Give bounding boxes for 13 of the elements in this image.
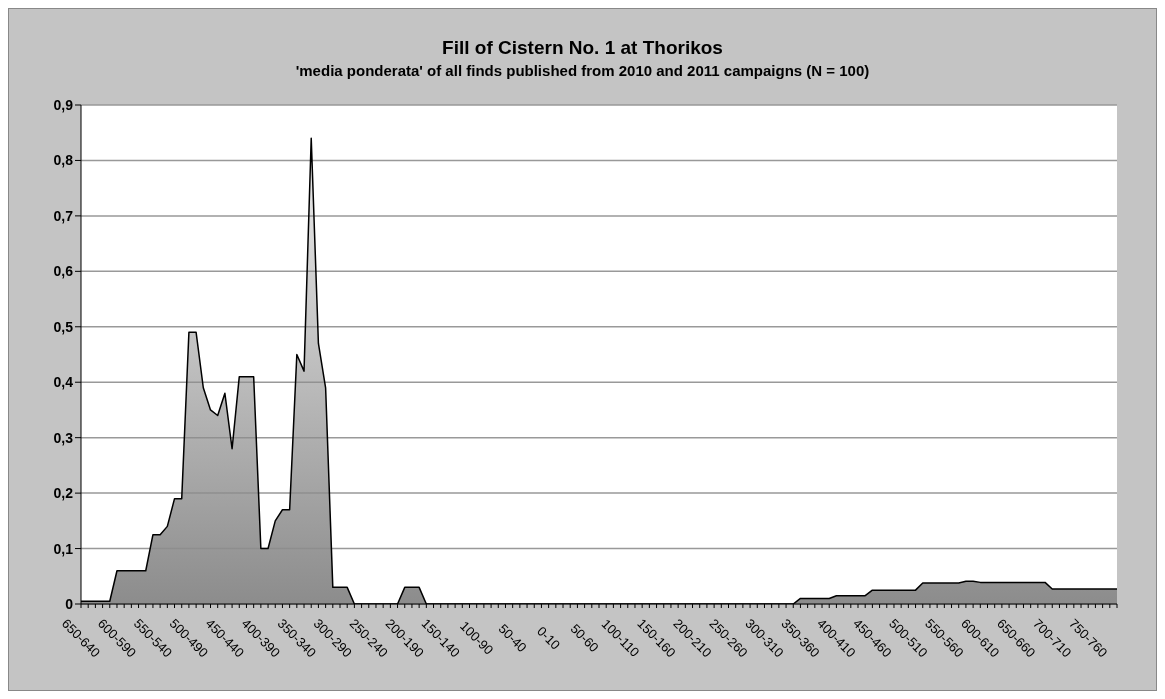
y-tick-label: 0,3 xyxy=(53,429,74,446)
y-tick-label: 0,6 xyxy=(53,263,74,280)
chart-subtitle: 'media ponderata' of all finds published from 2010 and 2011 campaigns (N = 100) xyxy=(294,62,871,79)
y-tick-label: 0,2 xyxy=(53,485,74,502)
y-tick-label: 0,4 xyxy=(53,374,74,391)
y-tick-label: 0,1 xyxy=(53,540,74,557)
y-tick-label: 0,7 xyxy=(53,207,74,224)
chart-title: Fill of Cistern No. 1 at Thorikos xyxy=(441,37,724,59)
x-tick-label: 0-10 xyxy=(534,623,564,653)
y-tick-label: 0,8 xyxy=(53,152,74,169)
y-tick-label: 0,9 xyxy=(53,96,74,113)
y-tick-label: 0 xyxy=(65,595,74,612)
y-tick-label: 0,5 xyxy=(53,318,74,335)
